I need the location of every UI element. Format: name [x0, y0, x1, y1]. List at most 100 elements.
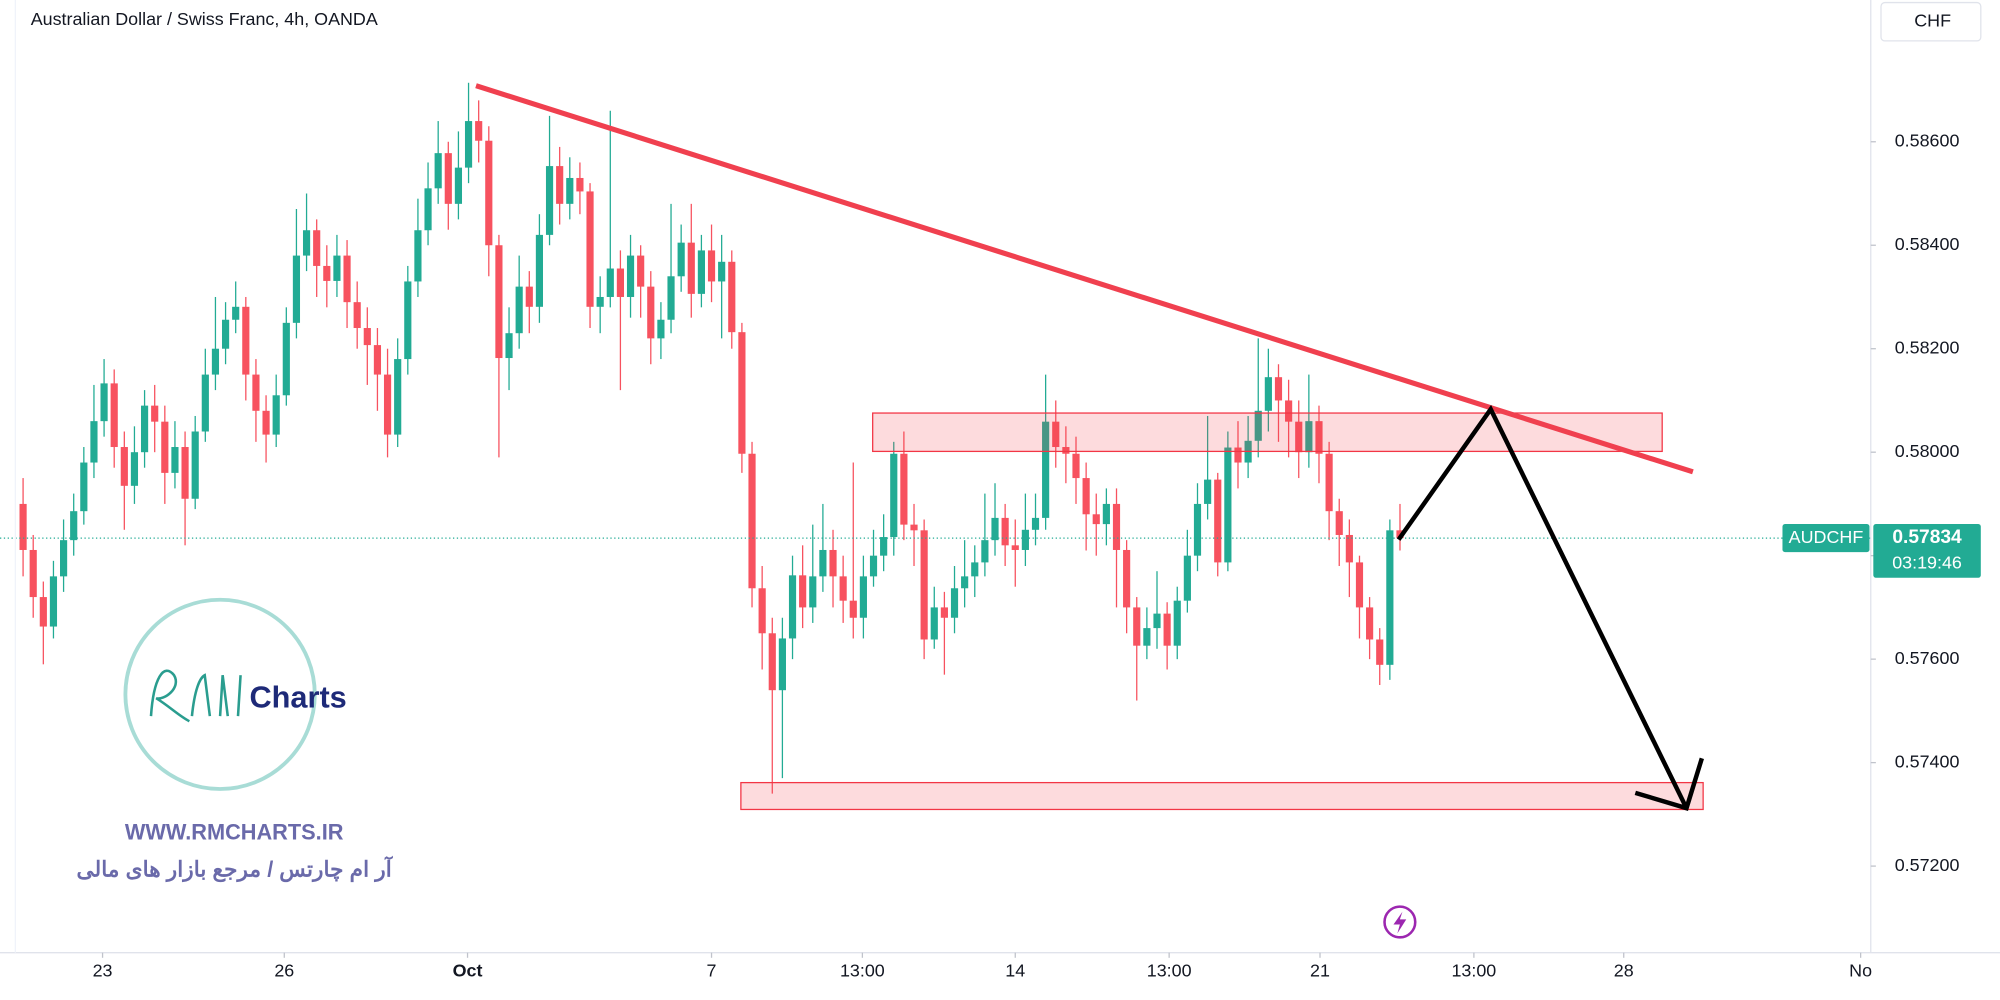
candle-body: [1173, 600, 1181, 646]
candle-body: [1143, 628, 1151, 646]
candle-body: [687, 242, 695, 294]
candle-body: [454, 167, 463, 204]
candle-body: [1062, 447, 1070, 454]
candle-body: [161, 421, 169, 473]
candle-body: [677, 242, 685, 277]
candle-body: [718, 261, 726, 282]
y-tick-label: 0.58000: [1895, 441, 1960, 461]
candle-body: [920, 530, 928, 640]
y-tick-label: 0.57400: [1895, 751, 1960, 771]
candle-body: [596, 296, 604, 307]
candle-body: [1335, 511, 1343, 535]
candle-body: [130, 452, 139, 486]
candle-body: [424, 188, 432, 231]
candle-body: [252, 374, 260, 411]
candle-body: [262, 410, 270, 435]
candle-body: [333, 255, 341, 281]
y-tick-label: 0.58600: [1895, 131, 1960, 151]
candle-body: [525, 286, 533, 307]
candle-body: [1366, 607, 1374, 640]
website: WWW.RMCHARTS.IR: [125, 820, 344, 845]
candle-body: [940, 607, 948, 618]
candle-body: [859, 576, 867, 618]
candle-body: [556, 166, 564, 204]
candle-body: [667, 276, 675, 320]
candle-body: [323, 265, 331, 281]
candle-body: [191, 431, 199, 499]
x-tick-label: 13:00: [1451, 961, 1496, 981]
candle-body: [950, 588, 959, 618]
candle-body: [778, 638, 786, 691]
x-tick-label: 21: [1310, 961, 1330, 981]
candle-body: [738, 332, 746, 454]
candle-body: [363, 328, 371, 346]
logo-mark: [149, 669, 242, 723]
y-tick-label: 0.58400: [1895, 234, 1960, 254]
candle-body: [1325, 453, 1333, 512]
candle-body: [748, 453, 756, 589]
candle-body: [788, 575, 797, 639]
candle-body: [1224, 447, 1232, 563]
last-price-label: 0.57834: [1892, 527, 1962, 548]
candle-body: [647, 286, 655, 339]
candle-body: [120, 447, 128, 486]
plot-layer: [0, 82, 1871, 794]
candle-body: [1274, 377, 1283, 401]
candle-body: [809, 576, 817, 608]
candle-body: [1355, 562, 1364, 608]
candle-body: [566, 177, 574, 204]
candle-body: [181, 447, 189, 499]
candle-body: [545, 166, 554, 235]
candle-body: [1072, 453, 1080, 479]
candle-body: [80, 462, 88, 512]
candle-body: [869, 555, 878, 577]
candle-body: [1285, 400, 1293, 422]
candle-body: [1295, 421, 1303, 453]
candle-body: [961, 576, 969, 589]
candle-body: [1153, 613, 1161, 629]
candle-body: [1163, 613, 1171, 646]
candle-body: [768, 633, 776, 691]
candle-body: [404, 281, 412, 360]
symbol-label: AUDCHF: [1789, 527, 1864, 547]
candle-body: [211, 348, 220, 375]
candle-body: [292, 255, 301, 323]
candle-body: [475, 121, 483, 141]
x-tick-label: 7: [707, 961, 717, 981]
candle-body: [383, 374, 392, 435]
currency-button[interactable]: [1880, 1, 1982, 42]
countdown-label: 03:19:46: [1892, 552, 1962, 572]
candle-body: [59, 540, 68, 577]
candle-body: [100, 383, 108, 422]
candle-body: [1001, 517, 1009, 546]
candle-body: [1021, 529, 1029, 550]
candle-body: [1133, 607, 1141, 646]
logo-ring: [123, 597, 317, 791]
candle-body: [414, 230, 422, 282]
candle-body: [758, 588, 766, 634]
candle-body: [880, 537, 888, 556]
candle-body: [1052, 421, 1060, 448]
tagline: آر ام چارتس / مرجع بازار های مالی: [77, 855, 394, 883]
candle-body: [1345, 534, 1353, 563]
candle-body: [373, 345, 382, 375]
y-tick-label: 0.57200: [1895, 855, 1960, 875]
candle-body: [616, 268, 624, 297]
currency-label[interactable]: CHF: [1914, 10, 1951, 30]
candle-body: [1102, 503, 1110, 525]
candle-body: [110, 383, 118, 448]
candle-body: [819, 549, 827, 577]
candle-body: [29, 549, 37, 598]
candle-body: [171, 447, 179, 473]
x-tick-label: 14: [1005, 961, 1025, 981]
candle-body: [1386, 530, 1394, 665]
x-tick-label: No: [1849, 961, 1872, 981]
candle-body: [495, 245, 503, 359]
candle-body: [19, 503, 27, 550]
candle-body: [657, 319, 665, 339]
y-tick-label: 0.57600: [1895, 648, 1960, 668]
candle-body: [728, 261, 736, 333]
candle-body: [839, 576, 847, 601]
candle-body: [505, 333, 513, 359]
